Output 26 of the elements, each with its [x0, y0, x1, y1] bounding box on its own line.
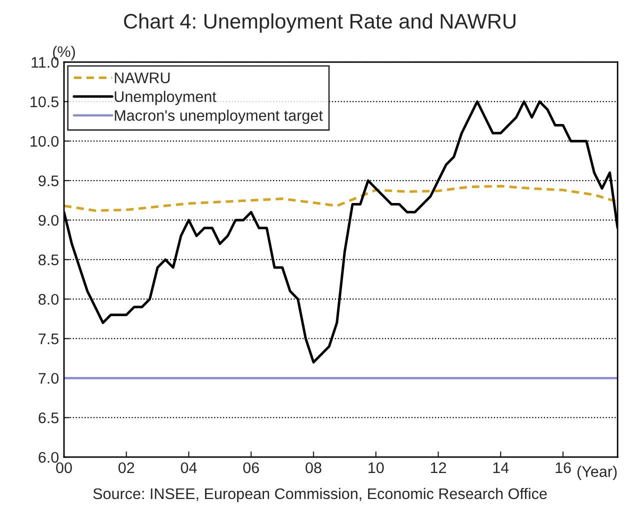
- y-tick-label: 10.0: [30, 136, 59, 147]
- x-axis-title: (Year): [578, 466, 617, 480]
- y-tick-label: 6.0: [38, 452, 59, 463]
- legend-label: NAWRU: [114, 72, 170, 84]
- x-tick-label: 10: [368, 462, 384, 474]
- x-tick-label: 16: [556, 462, 571, 474]
- source-note: Source: INSEE, European Commission, Economic Research Office: [93, 488, 547, 502]
- x-tick-label: 08: [306, 462, 322, 474]
- x-tick-label: 04: [180, 462, 197, 474]
- x-tick-label: 02: [118, 462, 134, 474]
- y-tick-label: 7.0: [38, 372, 59, 384]
- line-series: [64, 184, 618, 212]
- y-tick-label: 7.5: [38, 334, 58, 344]
- legend-label: Macron's unemployment target: [114, 110, 323, 124]
- y-tick-label: 8.5: [38, 254, 58, 266]
- y-tick-label: 10.5: [30, 96, 58, 108]
- y-tick-label: 8.0: [38, 294, 59, 305]
- legend-label: Unemployment: [114, 90, 216, 106]
- y-tick-label: 9.0: [38, 214, 59, 226]
- x-tick-label: 00: [56, 462, 72, 474]
- y-tick-label: 9.5: [38, 175, 58, 186]
- x-tick-label: 12: [430, 462, 446, 474]
- x-tick-label: 06: [243, 462, 259, 474]
- chart-title: Chart 4: Unemployment Rate and NAWRU: [124, 13, 516, 33]
- x-tick-label: 14: [493, 462, 509, 474]
- y-tick-label: 6.5: [38, 412, 58, 424]
